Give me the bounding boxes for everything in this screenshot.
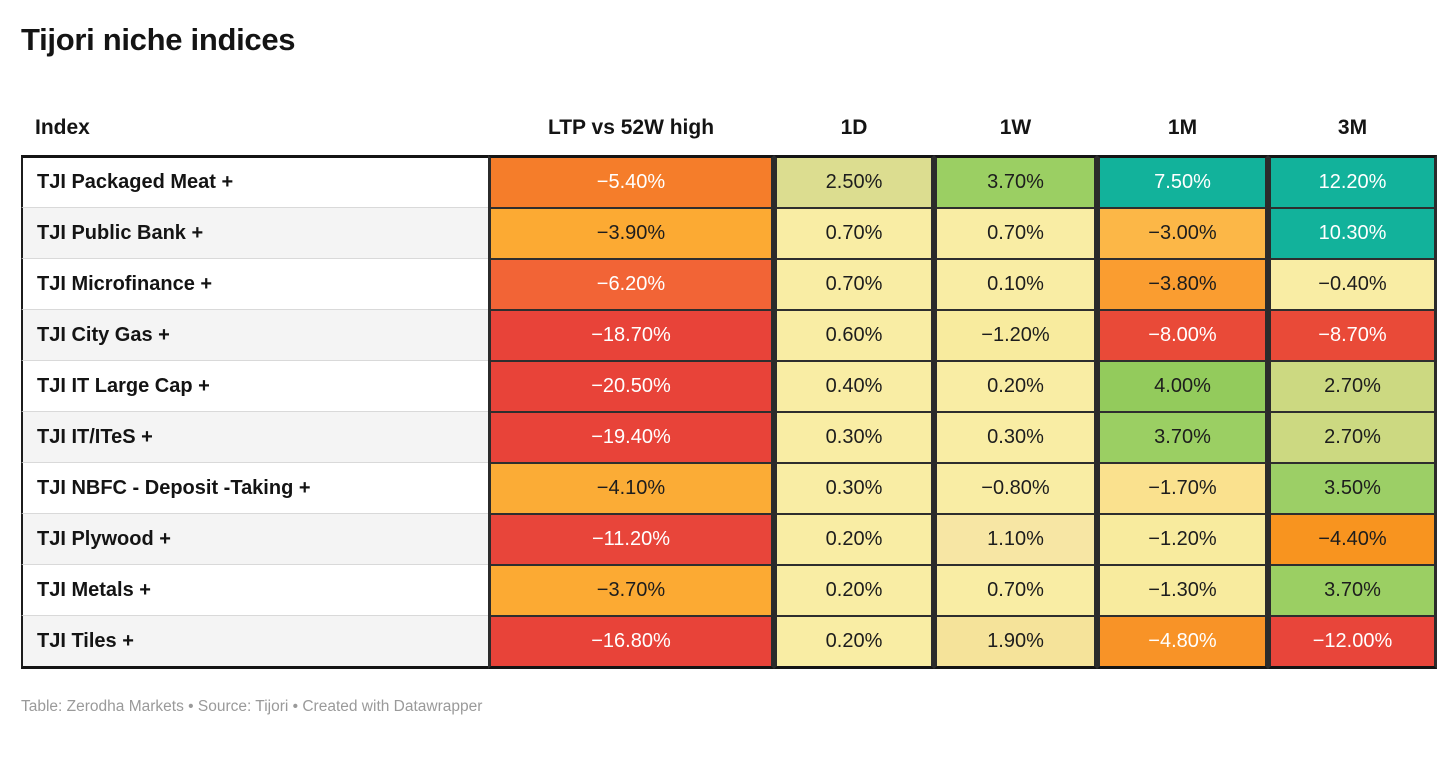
index-cell: TJI NBFC - Deposit -Taking + <box>21 463 488 514</box>
value-cell: −12.00% <box>1268 616 1437 669</box>
table-row: TJI Tiles + −16.80% 0.20% 1.90% −4.80% −12.00… <box>21 616 1437 669</box>
value-cell: −8.70% <box>1268 310 1437 361</box>
value-cell: −4.80% <box>1097 616 1268 669</box>
value-cell: 2.70% <box>1268 361 1437 412</box>
value-cell: 0.70% <box>934 208 1097 259</box>
value-cell: 0.30% <box>774 463 934 514</box>
value-cell: −1.20% <box>1097 514 1268 565</box>
value-cell: 1.90% <box>934 616 1097 669</box>
value-cell: 0.70% <box>774 208 934 259</box>
value-cell: 0.70% <box>934 565 1097 616</box>
index-cell: TJI City Gas + <box>21 310 488 361</box>
value-cell: 3.50% <box>1268 463 1437 514</box>
table-row: TJI Metals + −3.70% 0.20% 0.70% −1.30% 3.70% <box>21 565 1437 616</box>
index-cell: TJI Packaged Meat + <box>21 155 488 208</box>
value-cell: −0.80% <box>934 463 1097 514</box>
table-row: TJI IT/ITeS + −19.40% 0.30% 0.30% 3.70% 2.70% <box>21 412 1437 463</box>
table-row: TJI City Gas + −18.70% 0.60% −1.20% −8.00% −8… <box>21 310 1437 361</box>
table-row: TJI IT Large Cap + −20.50% 0.40% 0.20% 4.00%… <box>21 361 1437 412</box>
index-cell: TJI IT/ITeS + <box>21 412 488 463</box>
column-header-index: Index <box>21 116 488 155</box>
value-cell: 0.20% <box>774 514 934 565</box>
column-header-1d: 1D <box>774 116 934 155</box>
page-title: Tijori niche indices <box>21 22 296 57</box>
value-cell: −11.20% <box>488 514 774 565</box>
value-cell: −1.70% <box>1097 463 1268 514</box>
value-cell: 4.00% <box>1097 361 1268 412</box>
value-cell: −3.00% <box>1097 208 1268 259</box>
value-cell: 12.20% <box>1268 155 1437 208</box>
value-cell: −16.80% <box>488 616 774 669</box>
column-header-1w: 1W <box>934 116 1097 155</box>
value-cell: 0.60% <box>774 310 934 361</box>
value-cell: −19.40% <box>488 412 774 463</box>
index-cell: TJI Microfinance + <box>21 259 488 310</box>
value-cell: −20.50% <box>488 361 774 412</box>
value-cell: 0.70% <box>774 259 934 310</box>
value-cell: 0.30% <box>774 412 934 463</box>
table-row: TJI Plywood + −11.20% 0.20% 1.10% −1.20% −4.4… <box>21 514 1437 565</box>
value-cell: 0.40% <box>774 361 934 412</box>
index-cell: TJI Public Bank + <box>21 208 488 259</box>
value-cell: −6.20% <box>488 259 774 310</box>
table-body: TJI Packaged Meat + −5.40% 2.50% 3.70% 7.50%… <box>21 155 1437 669</box>
column-header-1m: 1M <box>1097 116 1268 155</box>
index-cell: TJI IT Large Cap + <box>21 361 488 412</box>
table-row: TJI NBFC - Deposit -Taking + −4.10% 0.30% −… <box>21 463 1437 514</box>
value-cell: −4.10% <box>488 463 774 514</box>
value-cell: −1.30% <box>1097 565 1268 616</box>
table-row: TJI Public Bank + −3.90% 0.70% 0.70% −3.00% 1… <box>21 208 1437 259</box>
table-row: TJI Microfinance + −6.20% 0.70% 0.10% −3.80%… <box>21 259 1437 310</box>
value-cell: −8.00% <box>1097 310 1268 361</box>
value-cell: 0.20% <box>774 565 934 616</box>
niche-indices-table: Index LTP vs 52W high 1D 1W 1M 3M TJI Pa… <box>21 116 1437 669</box>
value-cell: −3.90% <box>488 208 774 259</box>
value-cell: −1.20% <box>934 310 1097 361</box>
value-cell: 0.10% <box>934 259 1097 310</box>
value-cell: 1.10% <box>934 514 1097 565</box>
value-cell: 7.50% <box>1097 155 1268 208</box>
value-cell: 10.30% <box>1268 208 1437 259</box>
index-cell: TJI Tiles + <box>21 616 488 669</box>
value-cell: 0.20% <box>934 361 1097 412</box>
index-cell: TJI Plywood + <box>21 514 488 565</box>
value-cell: −0.40% <box>1268 259 1437 310</box>
column-header-3m: 3M <box>1268 116 1437 155</box>
column-header-ltp-vs-52w-high: LTP vs 52W high <box>488 116 774 155</box>
value-cell: −4.40% <box>1268 514 1437 565</box>
value-cell: −3.80% <box>1097 259 1268 310</box>
value-cell: 3.70% <box>1097 412 1268 463</box>
table-header-row: Index LTP vs 52W high 1D 1W 1M 3M <box>21 116 1437 155</box>
credits-line: Table: Zerodha Markets • Source: Tijori … <box>21 698 483 715</box>
value-cell: 3.70% <box>1268 565 1437 616</box>
value-cell: 3.70% <box>934 155 1097 208</box>
value-cell: −3.70% <box>488 565 774 616</box>
table-row: TJI Packaged Meat + −5.40% 2.50% 3.70% 7.50%… <box>21 155 1437 208</box>
value-cell: 0.30% <box>934 412 1097 463</box>
index-cell: TJI Metals + <box>21 565 488 616</box>
value-cell: 2.70% <box>1268 412 1437 463</box>
value-cell: −5.40% <box>488 155 774 208</box>
value-cell: 0.20% <box>774 616 934 669</box>
value-cell: −18.70% <box>488 310 774 361</box>
value-cell: 2.50% <box>774 155 934 208</box>
